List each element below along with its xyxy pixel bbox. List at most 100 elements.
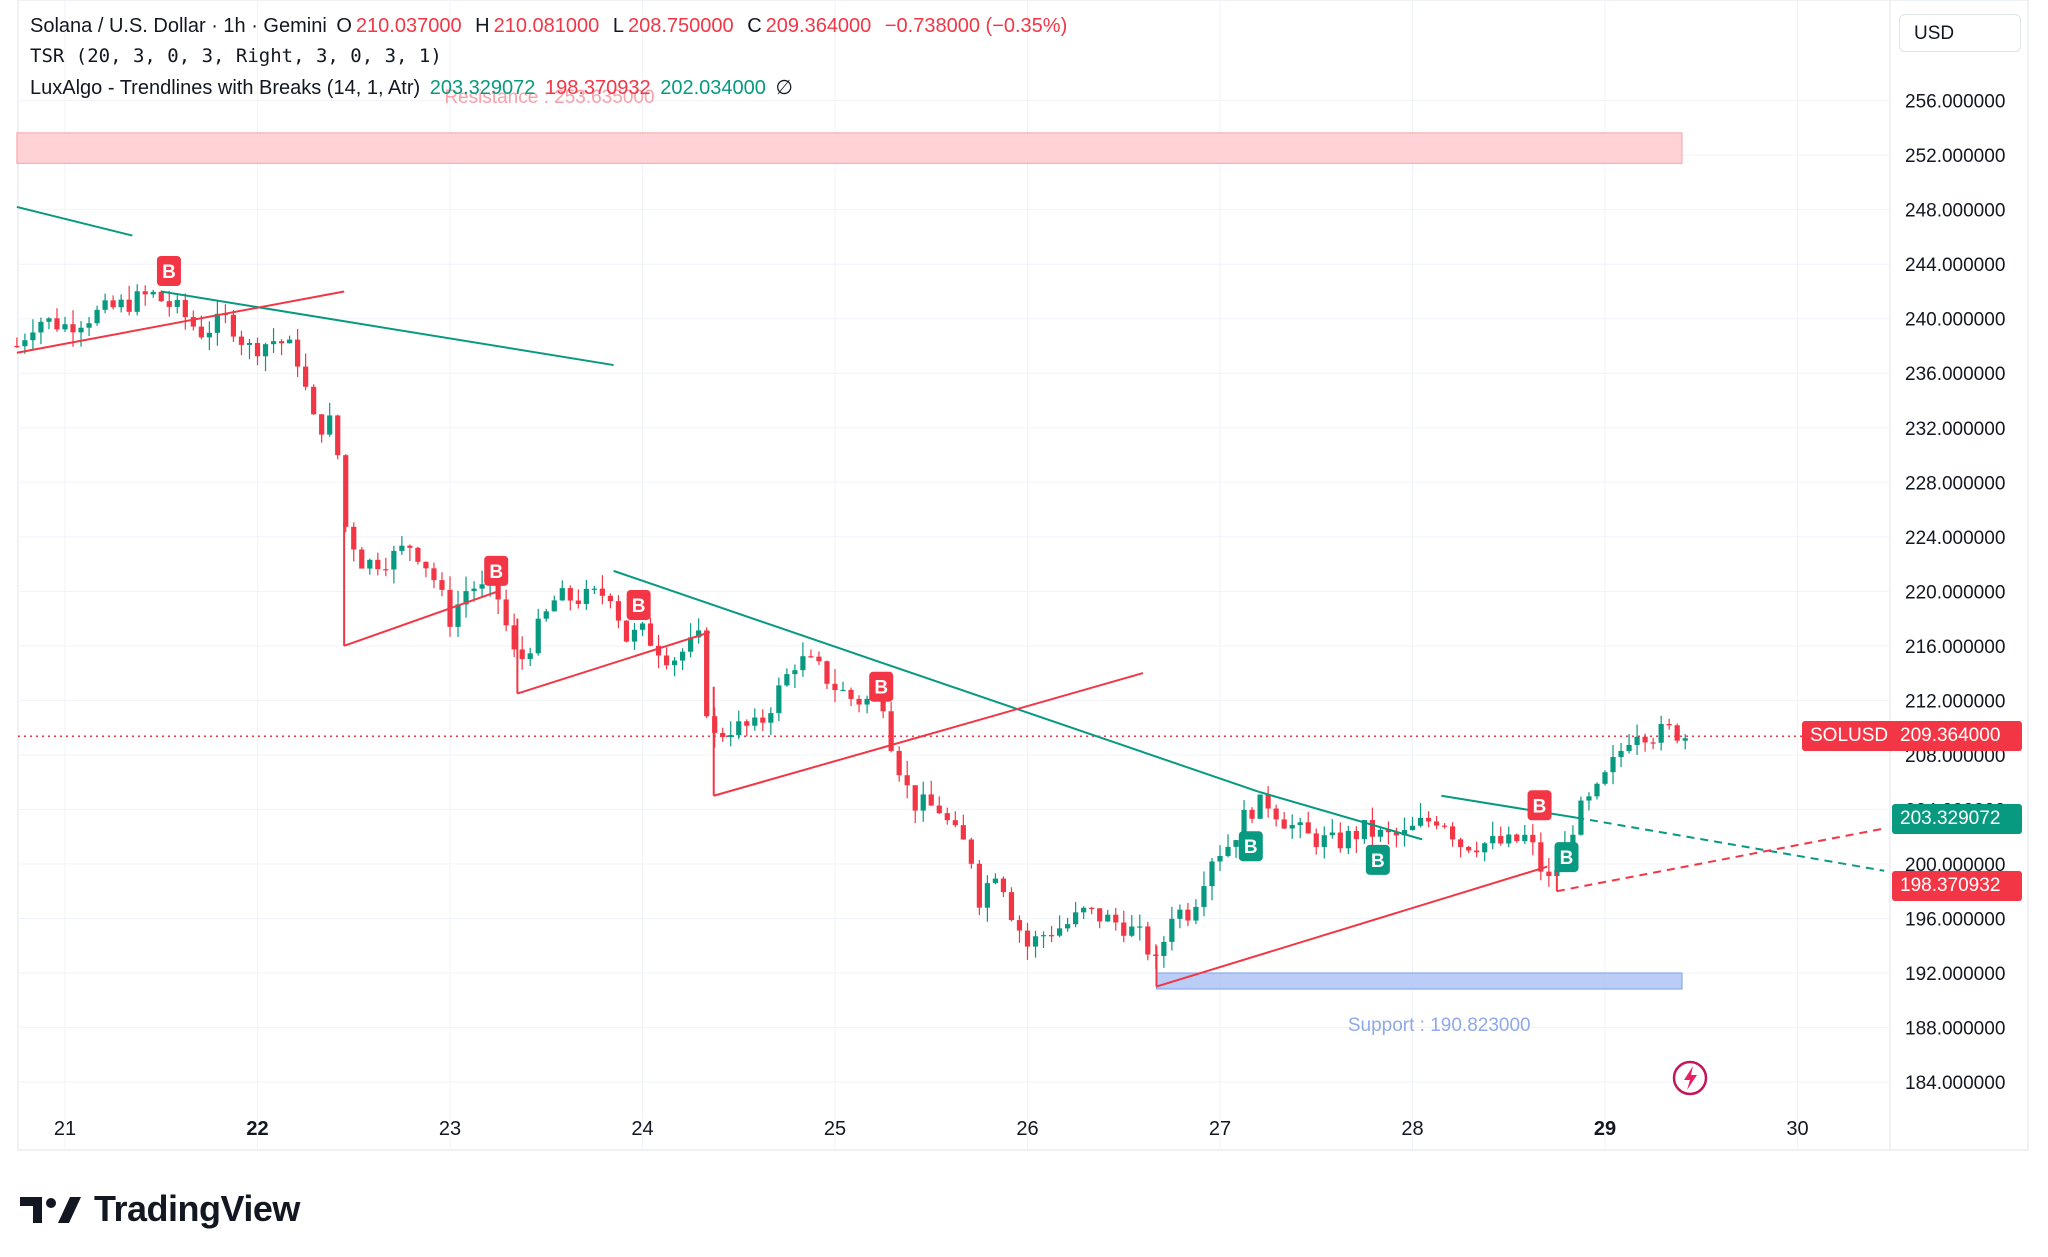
trendline-bearish bbox=[1441, 794, 1577, 819]
candle-body bbox=[928, 794, 934, 806]
ohlc-low: L 208.750000 bbox=[612, 15, 734, 37]
candle-body bbox=[182, 300, 188, 318]
candle-body bbox=[880, 696, 886, 712]
candle-body bbox=[1089, 907, 1095, 909]
indicator-luxalgo[interactable]: LuxAlgo - Trendlines with Breaks (14, 1,… bbox=[30, 75, 797, 100]
candle-body bbox=[54, 318, 60, 330]
candle-body bbox=[768, 713, 774, 723]
candle-body bbox=[1610, 757, 1616, 773]
candle-body bbox=[1265, 794, 1271, 809]
candle-body bbox=[800, 656, 806, 671]
indicator-value-4: ∅ bbox=[775, 77, 793, 99]
candle-body bbox=[1000, 878, 1007, 893]
candle-body bbox=[1056, 928, 1063, 936]
candle-body bbox=[190, 317, 196, 327]
candle-body bbox=[808, 656, 814, 658]
candle-body bbox=[1530, 834, 1536, 843]
candle-body bbox=[1233, 840, 1239, 847]
x-tick-label: 29 bbox=[1594, 1118, 1616, 1140]
tradingview-logo[interactable]: TradingView bbox=[20, 1188, 300, 1230]
candle-body bbox=[920, 794, 926, 811]
symbol-title[interactable]: Solana / U.S. Dollar · 1h · Gemini bbox=[30, 15, 327, 37]
candle-body bbox=[1113, 914, 1119, 923]
y-tick-label: 216.000000 bbox=[1905, 637, 2005, 658]
candle-body bbox=[824, 661, 830, 684]
candle-body bbox=[351, 526, 357, 550]
candle-body bbox=[1441, 825, 1448, 827]
candle-body bbox=[1257, 794, 1263, 819]
candle-body bbox=[720, 732, 726, 738]
candle-body bbox=[1161, 941, 1167, 956]
resistance-label: Resistance : 253.635000 bbox=[444, 87, 654, 108]
trendline-bullish bbox=[517, 631, 711, 695]
candle-body bbox=[1474, 850, 1480, 853]
currency-selector[interactable]: USD bbox=[1899, 14, 2021, 52]
candle-body bbox=[832, 683, 838, 691]
y-tick-label: 184.000000 bbox=[1905, 1073, 2005, 1094]
candle-body bbox=[503, 599, 509, 626]
signal-label: B bbox=[874, 678, 888, 699]
candle-body bbox=[1249, 809, 1255, 819]
candle-body bbox=[1433, 821, 1440, 826]
candle-body bbox=[1217, 855, 1223, 862]
candle-body bbox=[1073, 912, 1079, 925]
candle-body bbox=[784, 674, 790, 686]
y-tick-label: 232.000000 bbox=[1905, 419, 2005, 440]
candle-body bbox=[1658, 723, 1664, 743]
candle-body bbox=[246, 343, 253, 345]
trendline-bearish bbox=[161, 290, 614, 367]
candle-body bbox=[1185, 909, 1191, 921]
candle-body bbox=[1450, 826, 1456, 840]
candle-body bbox=[1570, 834, 1576, 846]
candle-body bbox=[728, 735, 734, 738]
candle-body bbox=[1281, 819, 1287, 829]
lightning-bolt bbox=[1684, 1066, 1697, 1090]
candle-body bbox=[1682, 738, 1688, 741]
candle-body bbox=[1273, 808, 1279, 820]
candle-body bbox=[663, 655, 670, 666]
y-tick-label: 256.000000 bbox=[1905, 92, 2005, 113]
legend-symbol-row: Solana / U.S. Dollar · 1h · Gemini O 210.… bbox=[30, 15, 1071, 38]
candle-body bbox=[1225, 846, 1231, 856]
candle-body bbox=[1065, 924, 1071, 929]
x-tick-label: 28 bbox=[1401, 1118, 1423, 1140]
ohlc-close: C 209.364000 bbox=[747, 15, 872, 37]
candle-body bbox=[1321, 835, 1327, 848]
signal-badge bbox=[1527, 790, 1552, 821]
candle-body bbox=[1377, 829, 1384, 837]
candle-body bbox=[1634, 736, 1640, 745]
candle-body bbox=[238, 336, 245, 345]
candle-body bbox=[1032, 936, 1039, 947]
signal-label: B bbox=[1533, 796, 1547, 817]
plot-frame bbox=[17, 0, 2029, 1151]
candle-body bbox=[1482, 843, 1488, 853]
y-tick-label: 248.000000 bbox=[1905, 201, 2005, 222]
candle-body bbox=[936, 805, 942, 814]
candle-body bbox=[286, 339, 293, 344]
candle-body bbox=[1297, 822, 1303, 826]
support-label: Support : 190.823000 bbox=[1348, 1015, 1531, 1036]
candle-body bbox=[367, 559, 373, 569]
x-tick-label: 24 bbox=[631, 1118, 653, 1140]
candle-body bbox=[1201, 886, 1207, 907]
trendline-bearish bbox=[16, 205, 133, 237]
candle-body bbox=[1586, 796, 1592, 801]
candle-body bbox=[319, 414, 325, 435]
candle-body bbox=[960, 825, 966, 840]
y-tick-label: 188.000000 bbox=[1905, 1018, 2005, 1039]
candle-body bbox=[1674, 725, 1680, 741]
candle-body bbox=[391, 550, 397, 570]
y-tick-label: 244.000000 bbox=[1905, 255, 2005, 276]
candle-body bbox=[1538, 842, 1544, 872]
candle-body bbox=[1409, 825, 1416, 831]
candle-body bbox=[1121, 922, 1127, 936]
indicator-tsr[interactable]: TSR (20, 3, 0, 3, Right, 3, 0, 3, 1) bbox=[30, 45, 446, 67]
ohlc-change: −0.738000 (−0.35%) bbox=[884, 15, 1068, 37]
candle-body bbox=[984, 883, 990, 908]
candle-body bbox=[856, 698, 862, 705]
ohlc-open: O 210.037000 bbox=[336, 15, 462, 37]
candle-body bbox=[1048, 935, 1055, 937]
candle-body bbox=[214, 313, 220, 333]
candle-body bbox=[303, 366, 309, 387]
